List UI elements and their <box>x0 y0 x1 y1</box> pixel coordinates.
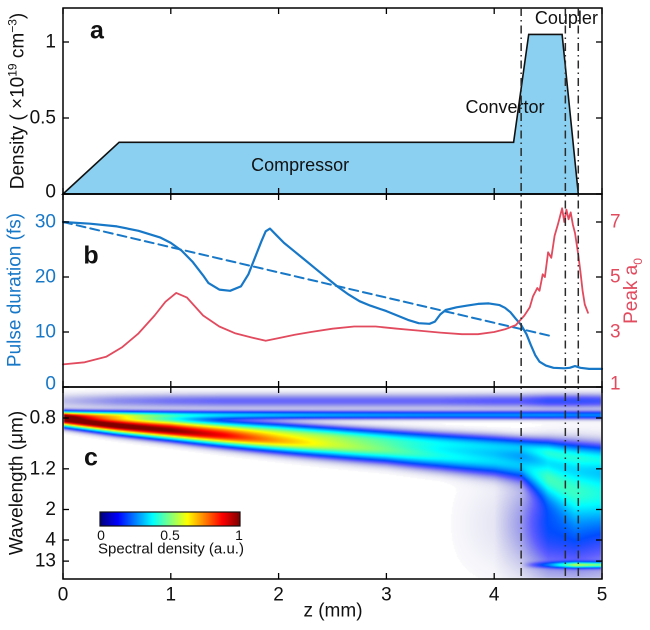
x-tick-label: 1 <box>166 585 177 606</box>
peak-a0-curve <box>62 207 589 366</box>
colorbar-tick-05: 0.5 <box>160 527 180 543</box>
wavelength-tick-label: 0.8 <box>30 408 56 429</box>
panel-a-letter: a <box>90 16 104 45</box>
pulse-duration-tick-label: 30 <box>35 212 56 233</box>
peak-a0-tick-label: 3 <box>610 322 621 343</box>
density-axis-label: Density ( ×1019 cm−3) <box>5 12 29 190</box>
colorbar-caption: Spectral density (a.u.) <box>98 540 244 558</box>
density-axis-close: ) <box>7 12 29 20</box>
x-tick-label: 4 <box>489 585 500 606</box>
wavelength-tick-label: 2 <box>45 499 56 520</box>
density-axis-unit: cm <box>7 32 29 64</box>
density-tick-label: 0 <box>45 182 56 203</box>
x-tick-label: 5 <box>597 585 608 606</box>
pulse-duration-tick-label: 20 <box>35 267 56 288</box>
wavelength-tick-label: 1.2 <box>30 458 56 479</box>
peak-a0-axis-text: Peak a <box>621 264 643 324</box>
axis-ticks <box>62 8 603 579</box>
colorbar-outline <box>99 511 241 527</box>
peak-a0-axis-label: Peak a0 <box>621 258 645 324</box>
peak-a0-tick-label: 1 <box>610 374 621 395</box>
peak-a0-axis-subscript: 0 <box>630 258 645 265</box>
stage-boundary-lines <box>520 8 580 579</box>
panel-b-letter: b <box>83 241 99 270</box>
x-tick-label: 3 <box>381 585 392 606</box>
wavelength-tick-label: 13 <box>35 551 56 572</box>
peak-a0-tick-label: 5 <box>610 267 621 288</box>
x-tick-label: 0 <box>58 585 69 606</box>
panel-frames <box>62 7 603 580</box>
panel-c-letter: c <box>84 443 98 472</box>
compressor-region-label: Compressor <box>251 155 350 176</box>
peak-a0-tick-label: 7 <box>610 212 621 233</box>
pulse-duration-axis-label: Pulse duration (fs) <box>4 212 26 368</box>
density-axis-exponent: 19 <box>5 63 20 77</box>
coupler-region-label: Coupler <box>534 7 598 28</box>
panel-c-frame <box>62 386 603 580</box>
z-axis-label: z (mm) <box>303 600 363 622</box>
pulse-duration-curve <box>61 220 604 370</box>
wavelength-tick-label: 4 <box>45 530 56 551</box>
x-tick-label: 2 <box>273 585 284 606</box>
convertor-region-label: Convertor <box>465 97 545 118</box>
density-axis-unit-exponent: −3 <box>5 19 20 33</box>
linear-reference-curve <box>62 221 552 337</box>
density-tick-label: 0.5 <box>30 108 56 129</box>
density-tick-label: 1 <box>45 32 56 53</box>
wavelength-axis-label: Wavelength (μm) <box>6 410 28 556</box>
pulse-duration-tick-label: 10 <box>35 322 56 343</box>
pulse-duration-tick-label: 0 <box>45 374 56 395</box>
density-axis-label-text: Density ( ×10 <box>7 76 29 190</box>
colorbar-tick-0: 0 <box>97 527 105 543</box>
colorbar-tick-1: 1 <box>235 527 243 543</box>
